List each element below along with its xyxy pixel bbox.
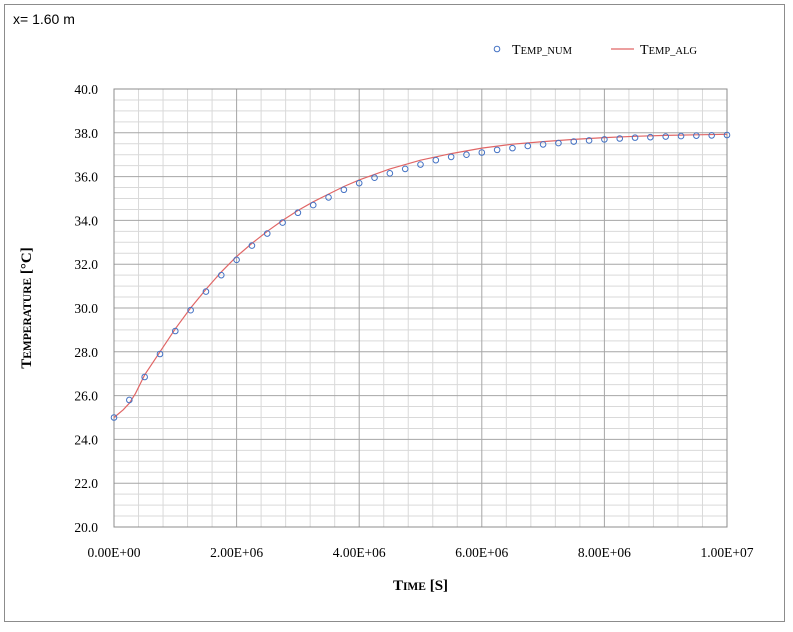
- x-tick-label: 6.00E+06: [455, 545, 508, 560]
- y-axis-tick-labels: 20.0 22.0 24.0 26.0 28.0 30.0 32.0 34.0 36.0 38.0…: [74, 82, 98, 535]
- temp-num-point: [723, 131, 731, 139]
- y-axis-title: TEMPERATURE [°C]: [19, 247, 35, 369]
- x-axis-title: TIME [S]: [393, 578, 448, 594]
- x-tick-label: 8.00E+06: [578, 545, 631, 560]
- temp-num-point: [647, 133, 654, 141]
- temp-num-point: [417, 161, 424, 168]
- temp-num-point: [463, 151, 470, 158]
- x-tick-label: 2.00E+06: [210, 545, 263, 560]
- y-tick-label: 32.0: [74, 257, 98, 272]
- temp-num-point: [309, 201, 317, 209]
- temp-num-point: [110, 414, 118, 421]
- temp-num-point: [478, 149, 486, 156]
- temp-num-point: [325, 194, 332, 201]
- chart-subtitle: x= 1.60 m: [13, 11, 75, 27]
- y-tick-label: 34.0: [74, 213, 98, 228]
- temp-num-point: [233, 256, 240, 264]
- plot-area: [113, 88, 728, 528]
- temp-num-point: [386, 170, 394, 177]
- legend-temp-num-label: TEMP_NUM: [512, 43, 573, 58]
- temp-num-point: [539, 141, 547, 148]
- y-tick-label: 24.0: [74, 432, 98, 447]
- y-tick-label: 36.0: [74, 170, 98, 185]
- temp-num-point: [616, 135, 624, 142]
- x-tick-label: 1.00E+07: [701, 545, 754, 560]
- temp-num-point: [355, 179, 363, 187]
- temp-num-point: [493, 146, 501, 154]
- y-tick-label: 38.0: [74, 126, 98, 141]
- temp-num-point: [172, 327, 179, 335]
- temp-num-point: [432, 156, 440, 164]
- temp-num-point: [187, 306, 194, 314]
- temp-num-point: [524, 142, 532, 150]
- temp-num-point: [248, 242, 256, 249]
- temp-num-point: [202, 288, 210, 295]
- temp-num-point: [677, 132, 685, 140]
- temp-num-point: [294, 209, 302, 217]
- temp-num-point: [217, 271, 225, 279]
- temp-num-point: [693, 132, 700, 139]
- series-temp-num: [110, 131, 731, 421]
- legend-temp-alg-label: TEMP_ALG: [640, 43, 697, 58]
- temp-num-point: [585, 137, 593, 144]
- temp-num-point: [401, 165, 409, 173]
- temp-num-point: [279, 219, 286, 226]
- temp-num-point: [447, 153, 455, 161]
- temp-num-point: [156, 350, 164, 358]
- major-gridlines: [114, 89, 727, 527]
- chart-frame: [4, 4, 785, 622]
- temp-num-point: [570, 138, 578, 145]
- y-tick-label: 30.0: [74, 301, 98, 316]
- x-tick-label: 4.00E+06: [333, 545, 386, 560]
- temp-num-point: [509, 144, 516, 152]
- y-tick-label: 28.0: [74, 345, 98, 360]
- temp-num-point: [340, 186, 348, 194]
- legend-temp-num-marker: [493, 45, 501, 53]
- temp-num-point: [631, 134, 639, 141]
- y-tick-label: 40.0: [74, 82, 98, 97]
- x-axis-tick-labels: 0.00E+00 2.00E+06 4.00E+06 6.00E+06 8.00E+06…: [88, 545, 754, 560]
- legend: TEMP_NUM TEMP_ALG: [493, 43, 697, 58]
- temp-num-point: [141, 373, 148, 381]
- temp-num-point: [708, 132, 715, 139]
- y-tick-label: 20.0: [74, 520, 98, 535]
- y-tick-label: 22.0: [74, 476, 98, 491]
- x-tick-label: 0.00E+00: [88, 545, 141, 560]
- y-tick-label: 26.0: [74, 389, 98, 404]
- temp-num-point: [371, 174, 378, 181]
- temp-num-point: [555, 139, 562, 147]
- temp-num-point: [263, 230, 271, 237]
- temp-num-point: [601, 136, 608, 143]
- temp-num-point: [126, 396, 133, 404]
- temp-num-point: [662, 133, 670, 140]
